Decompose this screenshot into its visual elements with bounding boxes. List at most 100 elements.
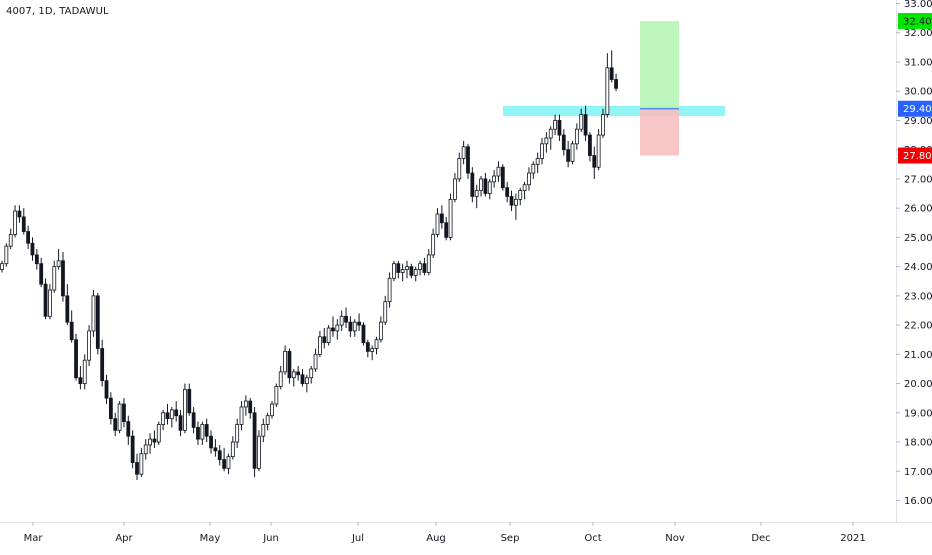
- candle-body: [17, 210, 22, 218]
- stop-zone[interactable]: [640, 108, 679, 156]
- candle: [174, 401, 179, 422]
- candle: [601, 108, 605, 138]
- candle: [448, 193, 453, 241]
- candle: [161, 409, 166, 431]
- candle: [509, 190, 514, 212]
- candle-body: [439, 213, 444, 224]
- candle: [13, 205, 17, 238]
- candle: [439, 205, 444, 229]
- candle-body: [183, 389, 187, 431]
- candle-body: [513, 198, 518, 206]
- candle-body: [161, 412, 166, 425]
- candle: [357, 313, 362, 331]
- candle: [196, 421, 200, 445]
- candle-body: [544, 137, 549, 145]
- candle: [513, 193, 518, 220]
- candle: [39, 257, 44, 288]
- candle: [322, 328, 327, 349]
- candle: [400, 263, 405, 282]
- candle: [104, 374, 109, 405]
- candle: [239, 401, 244, 431]
- candle-body: [365, 342, 370, 352]
- price-label: 32.40: [898, 13, 932, 30]
- candle: [95, 292, 100, 355]
- candle: [108, 392, 113, 425]
- candle: [4, 243, 9, 267]
- candle-body: [300, 374, 305, 384]
- candle-body: [152, 438, 157, 443]
- candle: [169, 406, 174, 428]
- candle: [544, 132, 549, 153]
- y-tick-label: 17.00: [904, 467, 932, 478]
- candle-body: [418, 263, 422, 270]
- candle: [139, 447, 144, 478]
- price-label-text: 29.40: [903, 104, 932, 115]
- price-label-text: 27.80: [903, 151, 932, 162]
- candle: [405, 260, 409, 279]
- candle-body: [396, 263, 401, 273]
- candle-body: [139, 453, 144, 475]
- candle-body: [509, 196, 514, 206]
- candle: [48, 284, 52, 320]
- candle: [566, 140, 571, 168]
- y-tick-label: 24.00: [904, 262, 932, 273]
- candle-body: [431, 234, 436, 256]
- candle: [200, 421, 205, 445]
- candle: [461, 140, 466, 165]
- candle-body: [313, 353, 318, 370]
- candle: [126, 415, 131, 445]
- candle: [444, 216, 449, 241]
- candle-body: [30, 242, 35, 256]
- candle: [535, 152, 540, 174]
- x-tick-label: 2021: [840, 533, 865, 544]
- candle-body: [4, 245, 9, 265]
- candle-body: [448, 198, 453, 238]
- candle-body: [566, 149, 571, 162]
- candle-body: [248, 400, 253, 414]
- candle: [43, 278, 48, 320]
- candle: [557, 114, 562, 141]
- candle: [148, 433, 152, 454]
- candle-body: [435, 213, 440, 235]
- candle: [257, 430, 261, 472]
- candle-body: [348, 321, 353, 332]
- candle-body: [143, 444, 148, 455]
- candle-body: [257, 435, 261, 469]
- candle: [335, 319, 340, 340]
- candle: [209, 430, 213, 454]
- candle-body: [361, 324, 366, 344]
- candle: [396, 260, 401, 279]
- candle-body: [605, 67, 610, 115]
- y-tick-label: 30.00: [904, 87, 932, 98]
- candle: [17, 205, 22, 223]
- support-zone[interactable]: [503, 105, 725, 117]
- candle-body: [243, 400, 248, 408]
- y-tick-label: 18.00: [904, 438, 932, 449]
- candle-body: [492, 175, 497, 183]
- candle-body: [69, 321, 74, 341]
- candle-body: [122, 403, 126, 422]
- candle: [82, 354, 87, 390]
- candle-body: [226, 456, 231, 469]
- price-label-badge: [898, 147, 932, 164]
- candle: [500, 164, 505, 191]
- candle-body: [592, 155, 597, 168]
- candle-body: [309, 368, 314, 379]
- x-tick-label: May: [200, 533, 221, 544]
- candle: [527, 167, 531, 191]
- candle: [457, 152, 462, 182]
- target-zone[interactable]: [640, 21, 679, 109]
- candle: [596, 129, 601, 171]
- candle: [605, 53, 610, 118]
- candle-body: [579, 114, 584, 130]
- y-tick-label: 16.00: [904, 496, 932, 507]
- candle: [283, 345, 287, 375]
- candle-body: [588, 134, 592, 156]
- candle-body: [570, 143, 575, 162]
- candle: [287, 348, 292, 384]
- candle-body: [61, 260, 65, 297]
- candle-body: [474, 190, 479, 197]
- candle: [392, 260, 396, 282]
